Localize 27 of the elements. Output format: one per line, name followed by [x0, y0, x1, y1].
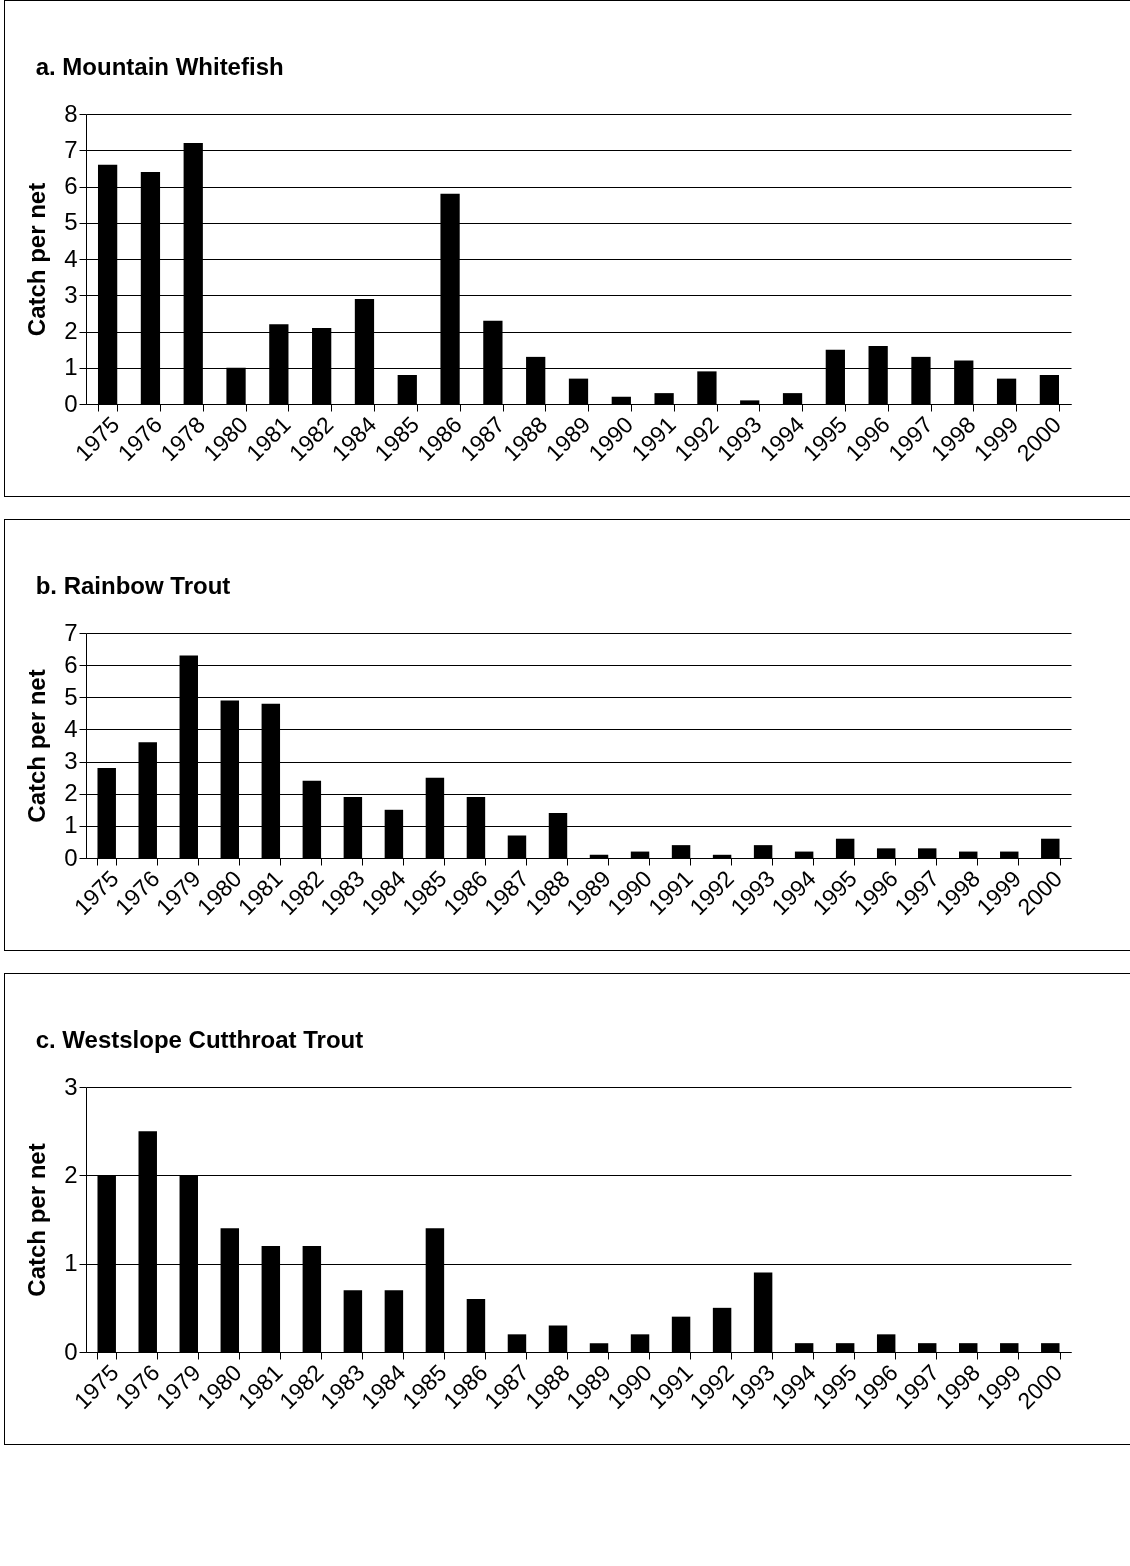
- y-tick-label: 2: [64, 779, 78, 807]
- y-tick-label: 6: [64, 172, 78, 199]
- y-tick-label: 4: [64, 714, 78, 742]
- y-tick-label: 6: [64, 650, 78, 678]
- y-tick-label: 3: [64, 1072, 78, 1100]
- y-tick-label: 1: [64, 811, 78, 839]
- chart-title: c. Westslope Cutthroat Trout: [35, 1026, 364, 1053]
- y-tick-label: 8: [64, 99, 78, 127]
- y-tick-label: 3: [64, 280, 78, 308]
- y-tick-label: 1: [64, 1249, 78, 1277]
- chart-title: a. Mountain Whitefish: [35, 53, 284, 80]
- y-tick-label: 1: [64, 353, 78, 381]
- y-tick-label: 2: [64, 317, 78, 344]
- y-tick-label: 2: [64, 1160, 78, 1188]
- y-axis-title: Catch per net: [23, 1143, 51, 1297]
- y-tick-label: 5: [64, 682, 78, 710]
- y-tick-label: 7: [64, 618, 78, 646]
- y-axis-title: Catch per net: [23, 182, 51, 337]
- y-tick-label: 4: [64, 244, 78, 272]
- y-tick-label: 5: [64, 208, 78, 236]
- y-axis-title: Catch per net: [23, 669, 51, 823]
- y-tick-label: 7: [64, 135, 78, 163]
- y-tick-label: 0: [64, 843, 78, 871]
- chart-title: b. Rainbow Trout: [35, 572, 231, 599]
- y-tick-label: 0: [64, 1337, 78, 1365]
- y-tick-label: 3: [64, 747, 78, 775]
- y-tick-label: 0: [64, 389, 78, 417]
